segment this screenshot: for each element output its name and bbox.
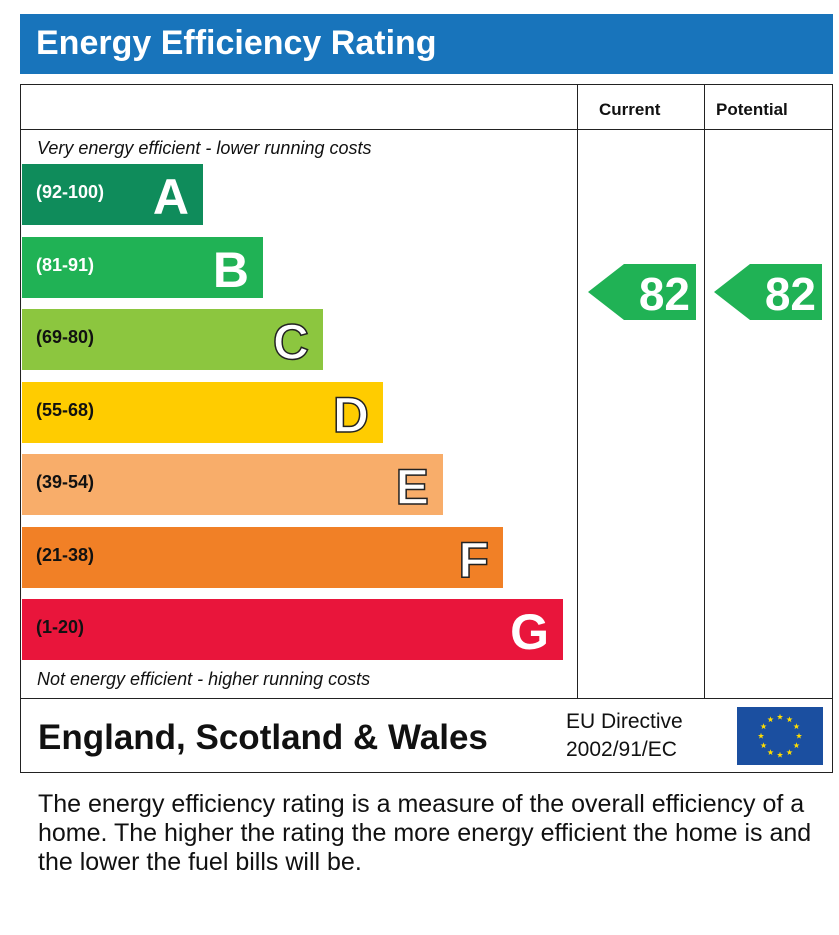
eu-star-icon (776, 713, 784, 720)
band-g: (1-20) G (22, 599, 563, 660)
eu-directive-line2: 2002/91/EC (566, 738, 677, 761)
description: The energy efficiency rating is a measur… (38, 790, 812, 876)
current-column-divider (577, 84, 578, 699)
band-letter: D (332, 386, 370, 444)
eu-star-icon (793, 742, 800, 749)
band-letter: G (510, 604, 549, 660)
band-c: (69-80) C (22, 309, 323, 371)
band-range-label: (21-38) (36, 544, 95, 565)
band-b: (81-91) B (22, 236, 263, 298)
band-f: (21-38) F (22, 526, 503, 589)
eu-star-icon (767, 716, 774, 723)
eu-star-icon (760, 742, 767, 749)
current-rating-value: 82 (638, 268, 690, 320)
potential-rating-value: 82 (764, 268, 816, 320)
band-d: (55-68) D (22, 381, 383, 444)
band-letter: A (152, 169, 189, 225)
band-range-label: (1-20) (36, 617, 85, 637)
band-range-label: (55-68) (36, 399, 95, 420)
title-bar: Energy Efficiency Rating (20, 14, 833, 74)
eu-directive-line1: EU Directive (566, 710, 683, 733)
chart-title: Energy Efficiency Rating (36, 24, 437, 62)
band-range-label: (69-80) (36, 327, 95, 347)
band-e: (39-54) E (22, 454, 443, 516)
eu-directive: EU Directive 2002/91/EC (566, 708, 683, 764)
potential-column-header: Potential (716, 100, 788, 119)
current-arrow-shape (588, 264, 696, 320)
region-label: England, Scotland & Wales (38, 718, 488, 757)
band-a: (92-100) A (22, 164, 203, 225)
rating-frame (20, 84, 833, 773)
eu-star-icon (767, 749, 774, 756)
current-column-header: Current (599, 100, 661, 119)
band-letter: F (458, 531, 490, 589)
potential-column-divider (704, 84, 705, 699)
eu-star-icon (776, 751, 784, 758)
band-range-label: (81-91) (36, 254, 95, 275)
eu-star-icon (786, 716, 793, 723)
potential-arrow-shape (714, 264, 822, 320)
eu-star-icon (757, 732, 765, 739)
band-letter: C (272, 313, 310, 371)
band-range-label: (92-100) (36, 182, 105, 202)
current-rating-arrow: 82 (588, 264, 696, 320)
eu-star-icon (793, 723, 800, 730)
top-note: Very energy efficient - lower running co… (37, 138, 372, 158)
eu-flag-icon (737, 707, 823, 765)
band-letter: B (212, 241, 249, 298)
eu-star-icon (760, 723, 767, 730)
bottom-note: Not energy efficient - higher running co… (37, 669, 371, 689)
band-letter: E (395, 458, 430, 516)
eu-star-icon (786, 749, 793, 756)
potential-rating-arrow: 82 (714, 264, 822, 320)
footer-divider (20, 698, 833, 699)
header-divider (20, 129, 833, 130)
eu-star-icon (795, 732, 803, 739)
band-range-label: (39-54) (36, 472, 95, 492)
